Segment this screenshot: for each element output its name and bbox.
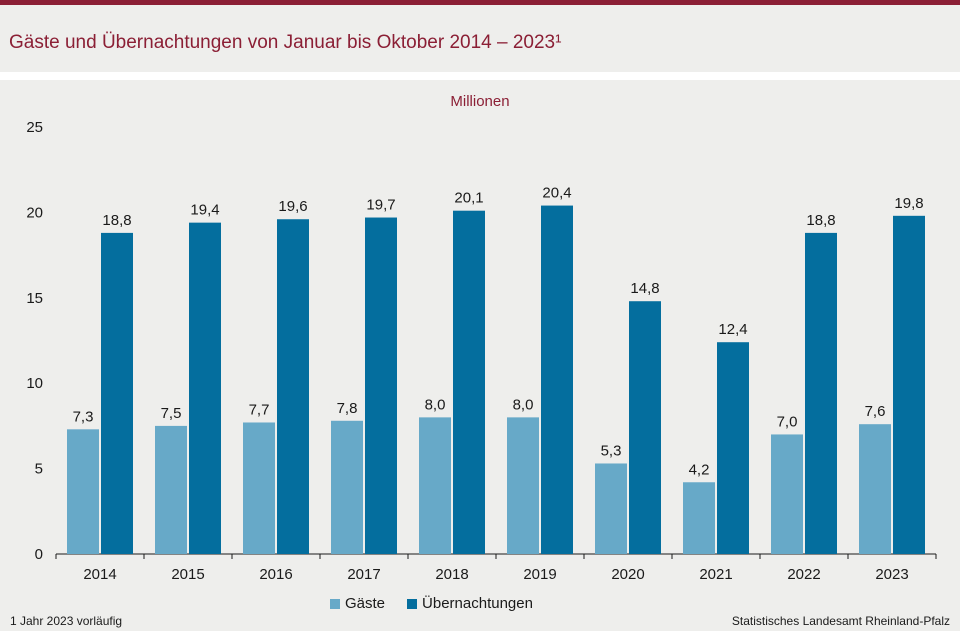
x-tick-label: 2016 — [259, 566, 292, 583]
legend-label-uebernachtungen: Übernachtungen — [422, 595, 533, 612]
bar-uebernachtungen — [101, 232, 133, 554]
bar-gaeste — [243, 422, 275, 554]
x-tick-label: 2023 — [875, 566, 908, 583]
bar-uebernachtungen — [541, 205, 573, 554]
data-label-uebernachtungen: 20,1 — [454, 190, 483, 207]
bar-gaeste — [595, 463, 627, 554]
bar-gaeste — [419, 417, 451, 554]
x-tick-label: 2014 — [83, 566, 116, 583]
top-accent-bar — [0, 0, 960, 5]
header-separator — [0, 72, 960, 80]
source-note: Statistisches Landesamt Rheinland-Pfalz — [731, 614, 950, 628]
legend-item-uebernachtungen: Übernachtungen — [407, 595, 533, 612]
y-tick-label: 5 — [35, 461, 43, 478]
data-label-uebernachtungen: 18,8 — [102, 212, 131, 229]
data-label-uebernachtungen: 20,4 — [542, 185, 571, 202]
unit-label: Millionen — [450, 93, 509, 110]
data-label-gaeste: 7,5 — [161, 405, 182, 422]
bar-uebernachtungen — [805, 232, 837, 554]
legend-label-gaeste: Gäste — [345, 595, 386, 612]
x-tick-label: 2021 — [699, 566, 732, 583]
bar-uebernachtungen — [189, 222, 221, 554]
x-tick-label: 2018 — [435, 566, 468, 583]
x-tick-label: 2019 — [523, 566, 556, 583]
data-label-uebernachtungen: 19,7 — [366, 197, 395, 214]
data-label-uebernachtungen: 19,8 — [894, 195, 923, 212]
x-tick-label: 2017 — [347, 566, 380, 583]
data-label-gaeste: 7,8 — [337, 400, 358, 417]
bar-gaeste — [507, 417, 539, 554]
data-label-gaeste: 7,0 — [777, 413, 798, 430]
bar-uebernachtungen — [893, 215, 925, 555]
data-label-gaeste: 8,0 — [513, 396, 534, 413]
bar-gaeste — [67, 429, 99, 554]
chart-title: Gäste und Übernachtungen von Januar bis … — [9, 32, 562, 53]
data-label-uebernachtungen: 18,8 — [806, 212, 835, 229]
bar-gaeste — [155, 425, 187, 554]
data-label-uebernachtungen: 19,6 — [278, 198, 307, 215]
y-tick-label: 15 — [26, 290, 43, 307]
x-tick-label: 2020 — [611, 566, 644, 583]
data-label-uebernachtungen: 19,4 — [190, 202, 219, 219]
bar-gaeste — [771, 434, 803, 554]
data-label-gaeste: 8,0 — [425, 396, 446, 413]
bar-gaeste — [683, 482, 715, 554]
data-label-gaeste: 5,3 — [601, 442, 622, 459]
footnote: 1 Jahr 2023 vorläufig — [10, 614, 123, 628]
bar-gaeste — [859, 424, 891, 554]
y-tick-label: 0 — [35, 546, 43, 563]
data-label-gaeste: 7,3 — [73, 408, 94, 425]
bar-gaeste — [331, 420, 363, 554]
legend-swatch-uebernachtungen — [407, 598, 418, 609]
data-label-uebernachtungen: 12,4 — [718, 321, 747, 338]
bar-uebernachtungen — [277, 219, 309, 554]
bar-uebernachtungen — [365, 217, 397, 555]
data-label-gaeste: 7,7 — [249, 401, 270, 418]
bar-uebernachtungen — [629, 301, 661, 554]
legend-item-gaeste: Gäste — [330, 595, 385, 612]
bar-uebernachtungen — [717, 342, 749, 554]
legend: Gäste Übernachtungen — [330, 595, 555, 612]
data-label-uebernachtungen: 14,8 — [630, 280, 659, 297]
data-label-gaeste: 4,2 — [689, 461, 710, 478]
x-tick-label: 2015 — [171, 566, 204, 583]
header: Gäste und Übernachtungen von Januar bis … — [0, 5, 960, 72]
data-label-gaeste: 7,6 — [865, 403, 886, 420]
y-tick-label: 25 — [26, 119, 43, 136]
legend-swatch-gaeste — [330, 598, 340, 609]
y-tick-label: 10 — [26, 375, 43, 392]
x-tick-label: 2022 — [787, 566, 820, 583]
bar-uebernachtungen — [453, 210, 485, 554]
y-tick-label: 20 — [26, 204, 43, 221]
